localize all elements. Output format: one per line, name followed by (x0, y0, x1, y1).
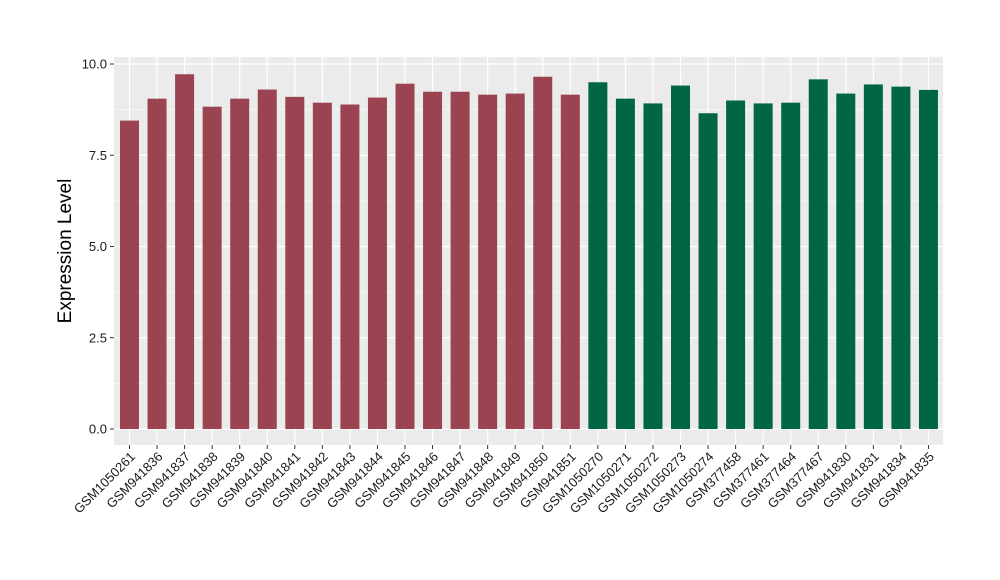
bar-GSM941840 (257, 89, 277, 430)
bar-GSM377458 (726, 100, 746, 429)
bar-GSM941839 (230, 98, 250, 430)
bar-GSM941849 (505, 93, 525, 429)
y-tick-label: 2.5 (89, 330, 107, 345)
bar-GSM1050272 (643, 103, 663, 430)
bar-GSM941844 (367, 97, 387, 429)
y-tick-label: 10.0 (82, 57, 107, 72)
bar-GSM941837 (175, 74, 195, 429)
bar-GSM941843 (340, 104, 360, 429)
bar-GSM941845 (395, 83, 415, 430)
bar-GSM377467 (808, 79, 828, 429)
bar-GSM941838 (202, 106, 222, 429)
bar-GSM941831 (863, 84, 883, 429)
y-axis-title: Expression Level (55, 179, 76, 324)
bar-GSM941835 (918, 89, 938, 430)
bar-GSM941836 (147, 98, 167, 430)
bar-GSM941847 (450, 91, 470, 430)
bars (120, 74, 938, 430)
bar-GSM377464 (781, 102, 801, 429)
bar-GSM941850 (533, 76, 553, 430)
bar-GSM941841 (285, 96, 305, 429)
plot-background (114, 57, 943, 445)
bar-GSM941848 (478, 94, 498, 429)
y-tick-label: 7.5 (89, 148, 107, 163)
y-axis: 0.0 2.5 5.0 7.5 10.0 (82, 57, 114, 437)
bar-GSM941830 (836, 93, 856, 429)
bar-GSM941842 (312, 102, 332, 429)
bar-GSM941851 (560, 94, 580, 429)
bar-GSM1050270 (588, 82, 608, 429)
bar-GSM1050271 (615, 98, 635, 430)
bar-GSM1050261 (120, 120, 139, 429)
bar-GSM377461 (753, 103, 773, 430)
y-tick-label: 5.0 (89, 239, 107, 254)
bar-GSM941846 (423, 91, 443, 430)
y-tick-label: 0.0 (89, 422, 107, 437)
bar-GSM941834 (891, 86, 911, 429)
bar-GSM1050274 (698, 113, 718, 430)
bar-GSM1050273 (671, 85, 690, 429)
x-axis: GSM1050261GSM941836GSM941837GSM941838GSM… (71, 445, 937, 516)
